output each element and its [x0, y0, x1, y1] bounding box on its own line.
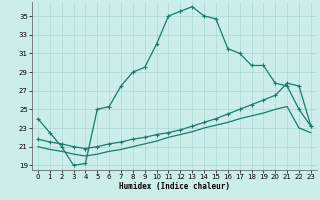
X-axis label: Humidex (Indice chaleur): Humidex (Indice chaleur): [119, 182, 230, 191]
